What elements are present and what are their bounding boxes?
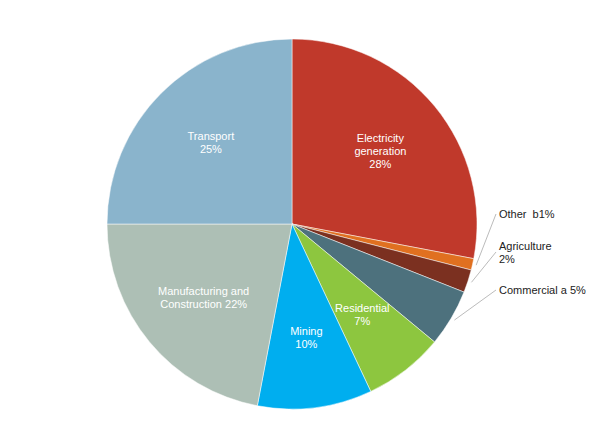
svg-text:Agriculture2%: Agriculture2%	[499, 240, 552, 265]
svg-text:Residential7%: Residential7%	[335, 302, 389, 327]
svg-text:Commercial a 5%: Commercial a 5%	[499, 284, 586, 296]
svg-text:Mining10%: Mining10%	[290, 325, 322, 350]
svg-text:Transport25%: Transport25%	[188, 130, 235, 155]
svg-text:Other b1%: Other b1%	[499, 208, 555, 220]
svg-text:Electricitygeneration28%: Electricitygeneration28%	[354, 132, 406, 170]
svg-text:Manufacturing andConstruction: Manufacturing andConstruction 22%	[158, 285, 249, 310]
